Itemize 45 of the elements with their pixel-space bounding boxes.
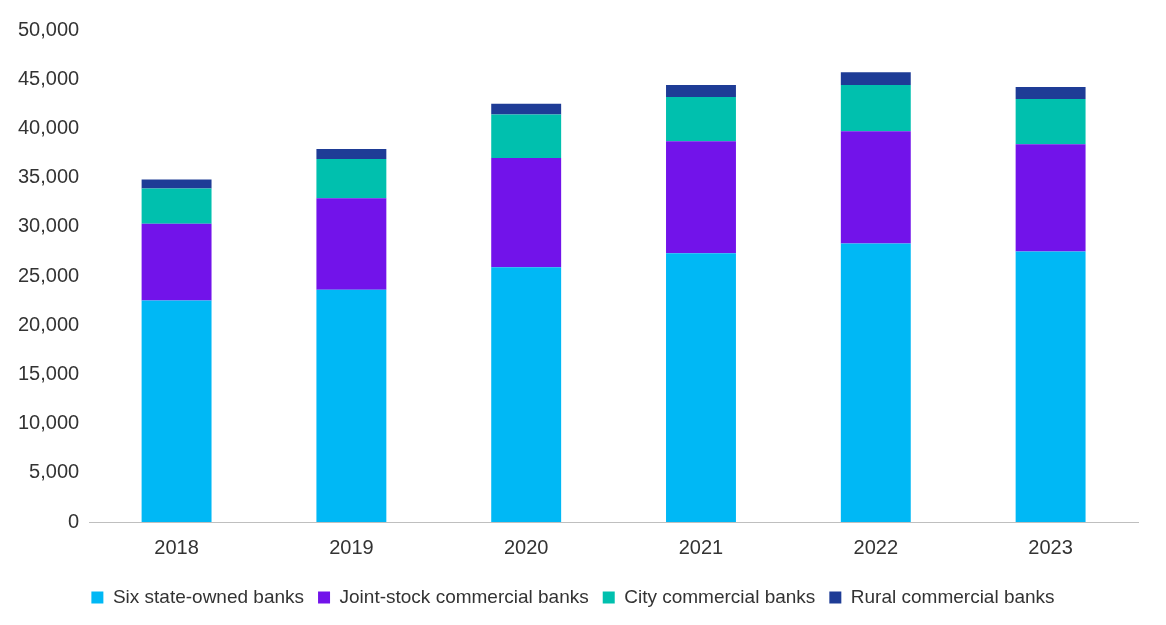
- y-tick-label: 0: [68, 509, 80, 532]
- bar: [666, 96, 736, 142]
- bar: [491, 103, 562, 115]
- bar: [840, 85, 911, 132]
- legend-label: Rural commercial banks: [850, 585, 1055, 607]
- y-tick-label: 20,000: [18, 312, 80, 335]
- bar: [491, 157, 562, 268]
- y-tick-label: 40,000: [18, 115, 80, 138]
- y-tick-label: 10,000: [18, 411, 80, 434]
- x-tick-label: 2018: [154, 535, 199, 558]
- legend-label: Six state-owned banks: [112, 585, 305, 607]
- legend-label: City commercial banks: [624, 585, 816, 607]
- bar: [666, 253, 736, 522]
- bar: [666, 85, 736, 97]
- bar: [1015, 98, 1086, 145]
- x-tick-label: 2020: [503, 535, 549, 558]
- bar: [141, 179, 212, 189]
- x-tick-label: 2022: [853, 535, 899, 558]
- bar: [840, 131, 911, 244]
- bar: [840, 243, 911, 522]
- y-tick-label: 15,000: [18, 361, 80, 384]
- y-tick-label: 30,000: [18, 214, 80, 237]
- bar: [316, 198, 387, 290]
- bar: [141, 223, 212, 301]
- bar: [666, 141, 736, 254]
- x-tick-label: 2023: [1028, 535, 1073, 558]
- bar: [316, 289, 387, 522]
- bar: [141, 188, 212, 224]
- bar: [840, 72, 911, 86]
- y-tick-label: 5,000: [29, 460, 80, 483]
- y-tick-label: 35,000: [18, 165, 80, 188]
- x-tick-label: 2021: [678, 535, 724, 558]
- y-tick-label: 45,000: [18, 66, 80, 89]
- bar: [1015, 87, 1086, 99]
- bar: [491, 114, 562, 158]
- bar: [316, 158, 387, 199]
- y-tick-label: 25,000: [18, 263, 80, 286]
- x-tick-label: 2019: [329, 535, 374, 558]
- bar: [491, 267, 562, 522]
- legend-label: Joint-stock commercial banks: [339, 585, 589, 607]
- bar: [1015, 144, 1086, 252]
- bar: [316, 149, 387, 159]
- y-tick-label: 50,000: [18, 17, 80, 40]
- bar: [1015, 251, 1086, 522]
- bar: [141, 300, 212, 522]
